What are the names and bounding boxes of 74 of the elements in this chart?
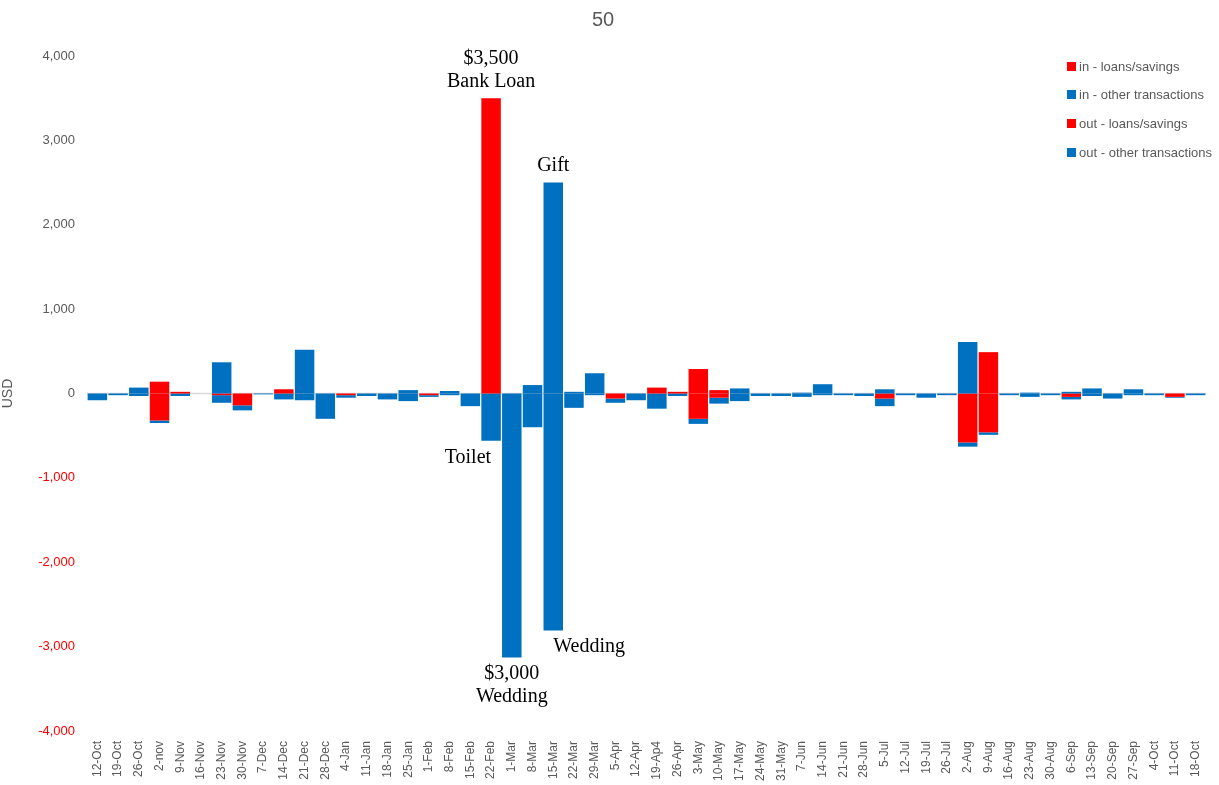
x-tick-label: 17-May: [732, 741, 747, 782]
x-tick-label: 2-nov: [151, 741, 166, 772]
x-tick-label: 5-Apr: [607, 741, 622, 771]
x-tick-label: 11-Oct: [1167, 740, 1182, 777]
x-tick-label: 22-Mar: [566, 741, 581, 780]
x-tick-label: 19-Jul: [918, 741, 933, 774]
x-tick-label: 28-Dec: [317, 741, 332, 780]
x-tick-label: 23-Nov: [214, 741, 229, 780]
x-tick-label: 13-Sep: [1084, 740, 1099, 780]
x-tick-label: 7-Dec: [255, 741, 270, 774]
annotation: $3,500 Bank Loan: [446, 45, 536, 91]
chart-title: 50: [591, 7, 615, 30]
y-tick-label: -1,000: [38, 469, 75, 485]
x-tick-label: 25-Jan: [400, 741, 415, 778]
x-tick-label: 9-Nov: [172, 741, 187, 774]
x-tick-label: 21-Jun: [835, 741, 850, 778]
y-tick-label: 1,000: [42, 300, 75, 316]
x-tick-label: 12-Jul: [897, 741, 912, 774]
y-tick-label: 2,000: [42, 216, 75, 232]
x-tick-label: 31-May: [773, 741, 788, 782]
y-tick-label: 4,000: [42, 47, 75, 63]
legend-label: in - other transactions: [1079, 87, 1205, 103]
annotation: Wedding: [553, 634, 625, 658]
x-tick-label: 10-May: [711, 741, 726, 782]
x-tick-label: 9-Aug: [980, 741, 995, 774]
y-tick-label: -4,000: [38, 722, 75, 738]
legend-label: out - loans/savings: [1079, 115, 1188, 131]
x-tick-label: 27-Sep: [1125, 740, 1140, 780]
y-tick-label: 0: [67, 385, 75, 401]
x-tick-label: 4-Jan: [338, 741, 353, 772]
x-tick-label: 14-Dec: [276, 741, 291, 780]
legend-label: in - loans/savings: [1079, 58, 1180, 74]
x-tick-label: 16-Aug: [1001, 741, 1016, 780]
y-tick-label: -3,000: [38, 638, 75, 654]
annotation: Toilet: [444, 444, 492, 467]
x-tick-label: 4-Oct: [1146, 740, 1161, 771]
x-tick-label: 15-Mar: [545, 741, 560, 780]
legend-label: out - other transactions: [1079, 144, 1212, 160]
x-tick-label: 18-Jan: [379, 741, 394, 778]
x-tick-label: 12-Oct: [89, 740, 104, 778]
x-tick-label: 30-Aug: [1042, 741, 1057, 780]
x-tick-label: 12-Apr: [628, 741, 643, 778]
x-tick-label: 20-Sep: [1105, 740, 1120, 780]
annotation: $3,000 Wedding: [475, 661, 548, 708]
x-tick-label: 24-May: [752, 741, 767, 782]
x-tick-label: 7-Jun: [794, 741, 809, 772]
x-tick-label: 1-Feb: [421, 740, 436, 773]
x-tick-label: 6-Sep: [1063, 740, 1078, 774]
annotation: Gift: [537, 153, 570, 176]
x-tick-label: 8-Mar: [524, 741, 539, 773]
x-tick-label: 19-Oct: [110, 740, 125, 778]
x-tick-label: 8-Feb: [441, 740, 456, 773]
x-tick-label: 5-Jul: [877, 741, 892, 768]
x-tick-label: 1-Mar: [504, 741, 519, 773]
x-tick-label: 18-Oct: [1187, 740, 1202, 778]
x-tick-label: 28-Jun: [856, 741, 871, 778]
x-tick-label: 29-Mar: [587, 741, 602, 780]
x-tick-label: 11-Jan: [359, 741, 374, 777]
x-tick-label: 30-Nov: [234, 741, 249, 780]
x-tick-label: 3-May: [690, 741, 705, 775]
x-tick-label: 22-Feb: [483, 740, 498, 780]
x-tick-label: 26-Jul: [939, 741, 954, 774]
x-tick-label: 16-Nov: [193, 741, 208, 780]
x-tick-label: 2-Aug: [960, 741, 975, 774]
y-axis-title: USD: [0, 378, 16, 409]
x-tick-label: 14-Jun: [814, 741, 829, 778]
x-tick-label: 15-Feb: [462, 740, 477, 780]
x-tick-label: 26-Oct: [131, 740, 146, 778]
x-tick-label: 21-Dec: [296, 741, 311, 780]
x-tick-label: 19-Ap4: [649, 740, 664, 780]
y-tick-label: 3,000: [42, 131, 75, 147]
x-tick-label: 26-Apr: [669, 741, 684, 778]
x-tick-label: 23-Aug: [1022, 741, 1037, 780]
y-tick-label: -2,000: [38, 553, 75, 569]
